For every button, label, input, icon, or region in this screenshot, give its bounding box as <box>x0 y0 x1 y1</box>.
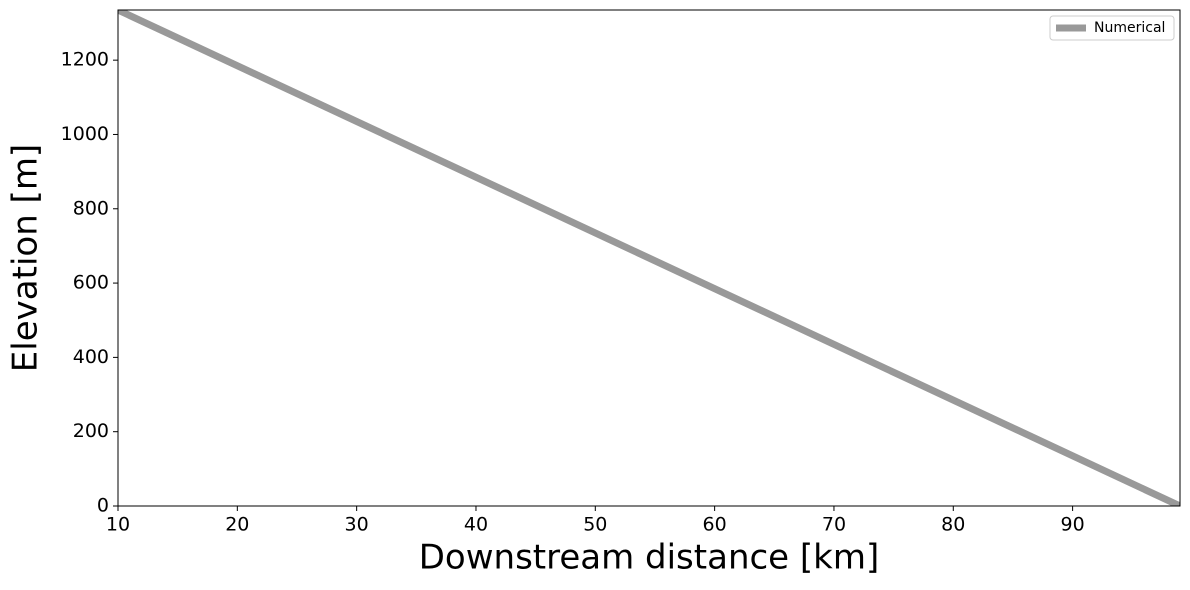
x-tick-label: 70 <box>822 514 846 536</box>
x-tick-label: 40 <box>464 514 488 536</box>
plot-frame <box>117 9 1181 507</box>
y-tick-label: 200 <box>73 420 109 442</box>
x-axis-label: Downstream distance [km] <box>419 538 880 578</box>
x-tick-label: 20 <box>225 514 249 536</box>
y-axis-label: Elevation [m] <box>6 144 46 372</box>
legend-label: Numerical <box>1094 20 1165 36</box>
legend-box <box>1049 15 1175 41</box>
x-tick-label: 80 <box>941 514 965 536</box>
y-tick-label: 400 <box>73 346 109 368</box>
y-tick-label: 1200 <box>61 49 109 71</box>
x-tick-label: 60 <box>703 514 727 536</box>
line-series <box>118 10 1180 506</box>
y-tick-label: 800 <box>73 197 109 219</box>
x-tick-label: 50 <box>583 514 607 536</box>
x-tick-label: 30 <box>345 514 369 536</box>
y-tick-label: 600 <box>73 272 109 294</box>
y-tick-label: 0 <box>97 495 109 517</box>
y-tick-label: 1000 <box>61 123 109 145</box>
x-tick-label: 10 <box>106 514 130 536</box>
x-tick-label: 90 <box>1061 514 1085 536</box>
